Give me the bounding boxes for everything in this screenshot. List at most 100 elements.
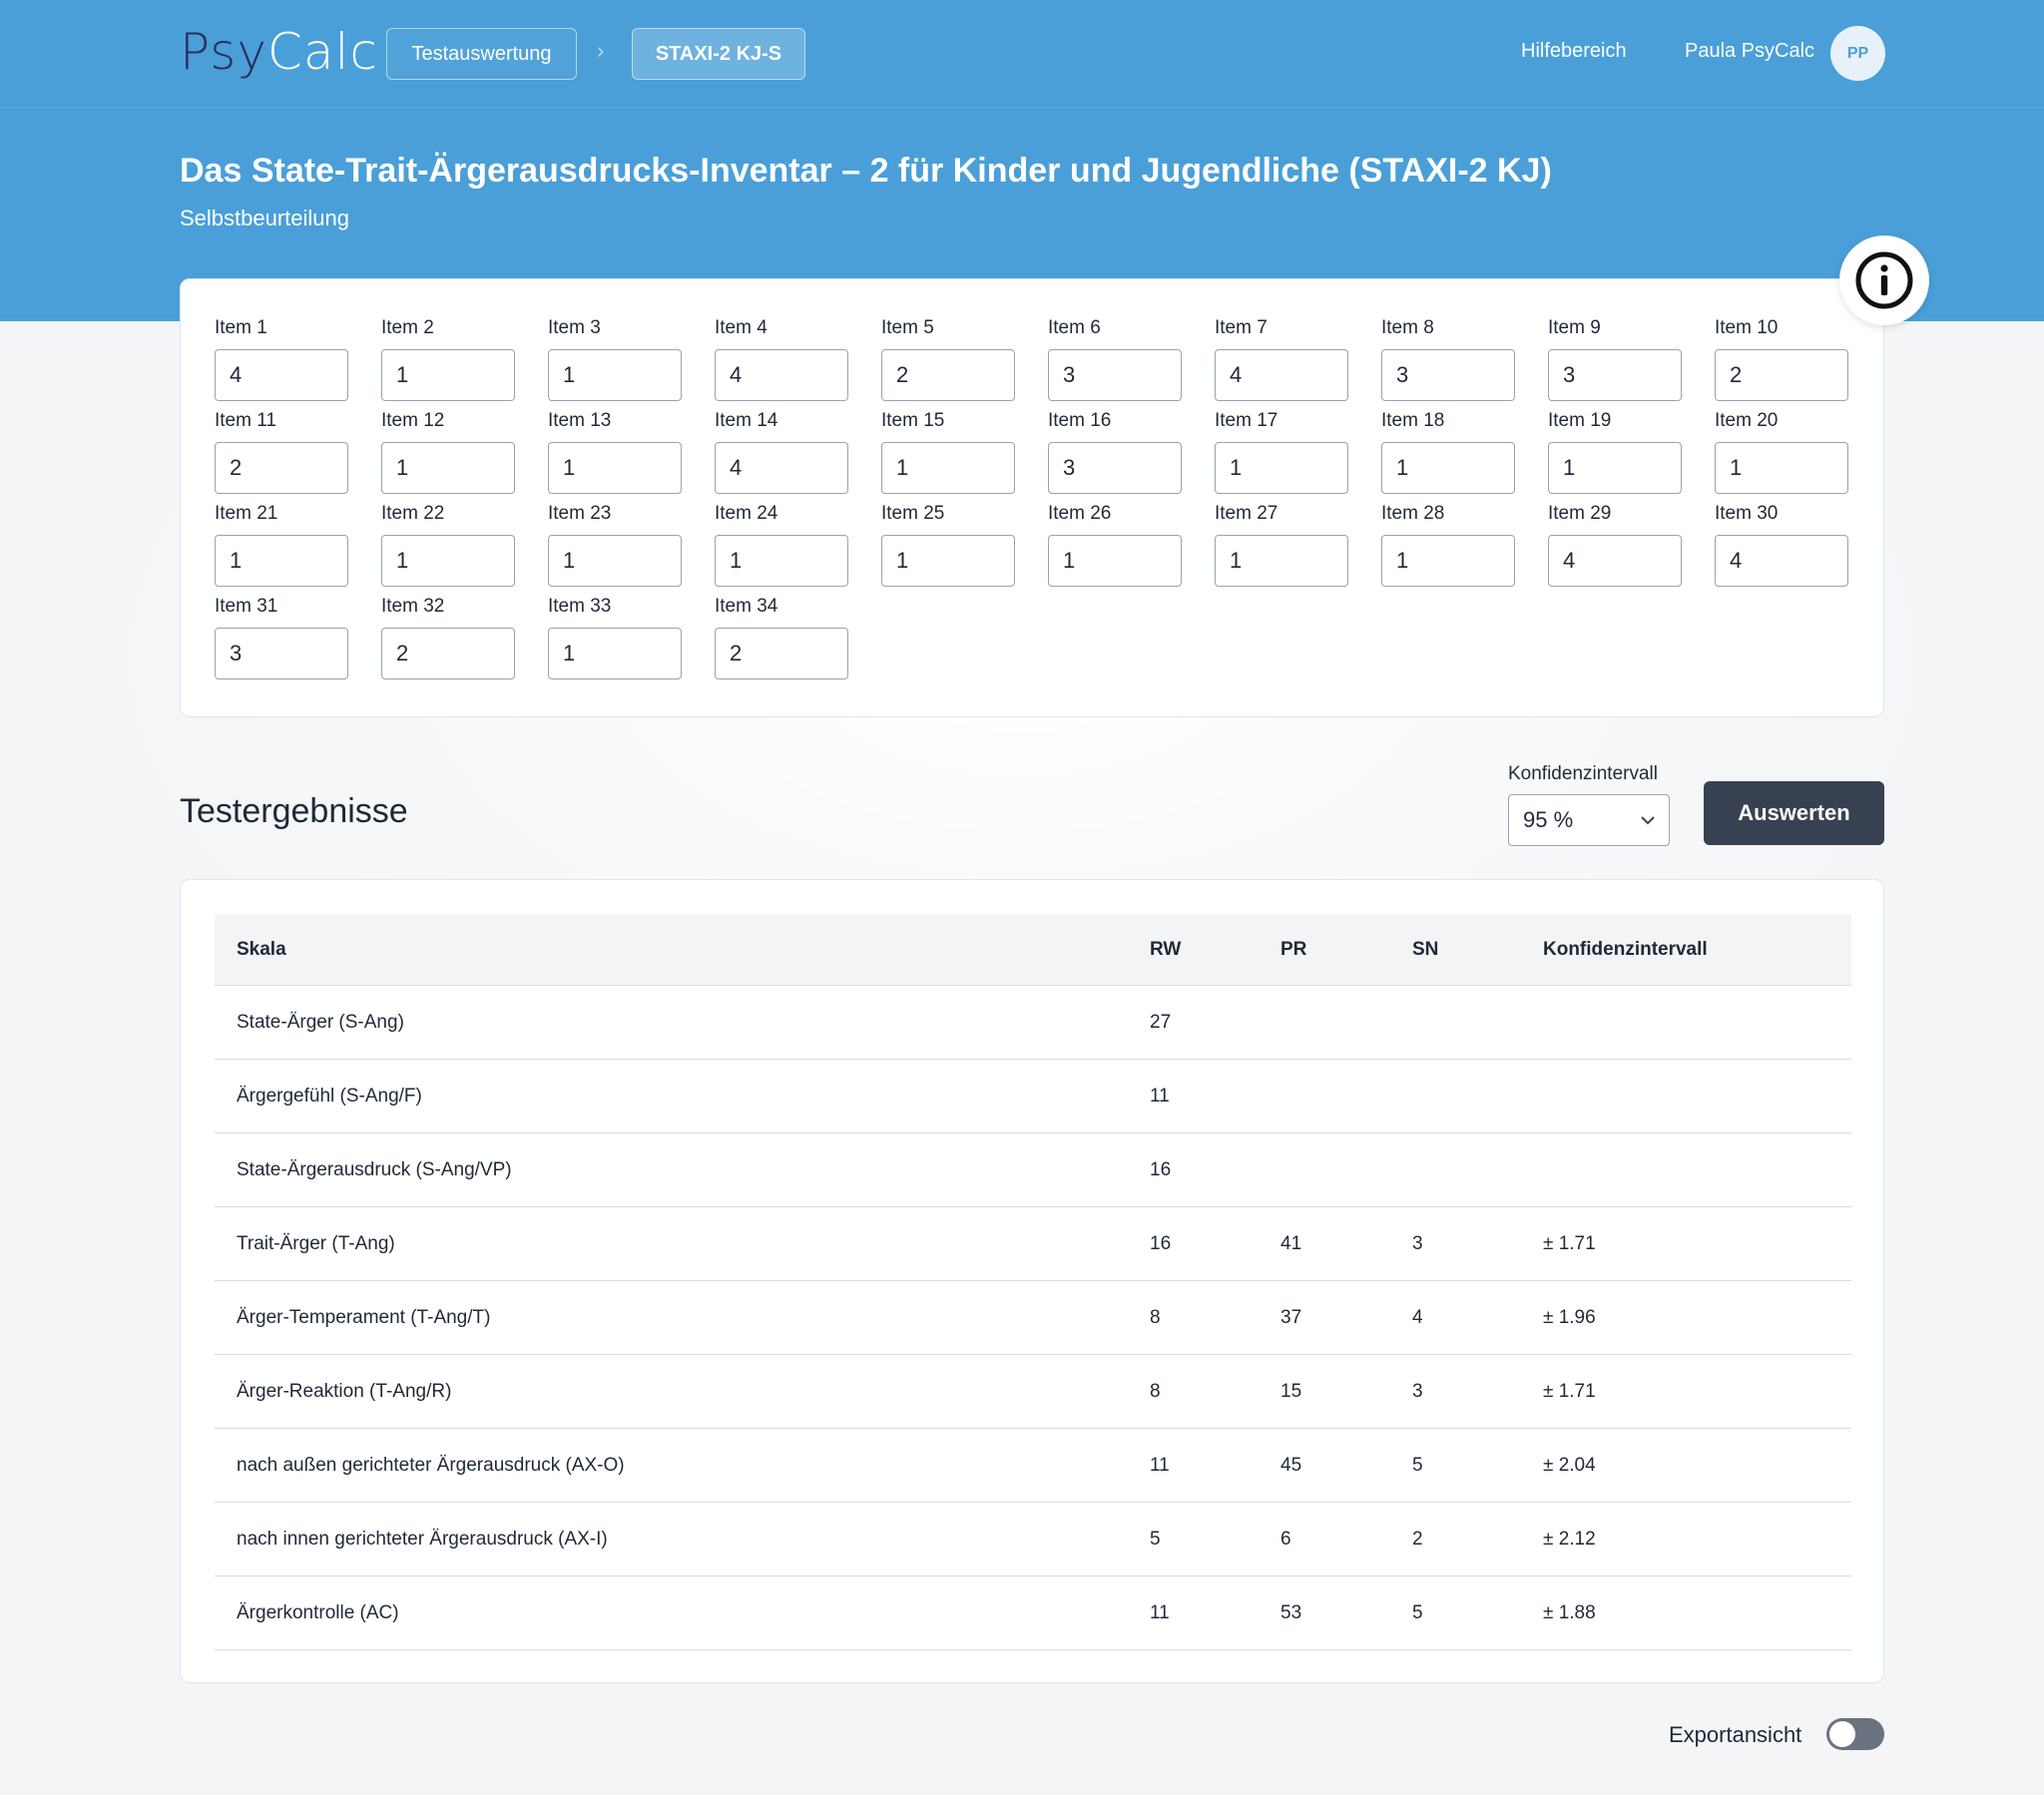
cell-rw: 16 xyxy=(1150,1233,1172,1254)
item-input[interactable]: 4 xyxy=(715,442,848,494)
cell-rw: 16 xyxy=(1150,1159,1172,1180)
item-label: Item 30 xyxy=(1715,503,1779,524)
item-input[interactable]: 2 xyxy=(881,349,1015,401)
item-label: Item 9 xyxy=(1548,317,1601,338)
cell-rw: 27 xyxy=(1150,1012,1172,1033)
item-field: Item 13 1 xyxy=(548,408,682,494)
cell-sn: 4 xyxy=(1412,1307,1423,1328)
item-label: Item 23 xyxy=(548,503,612,524)
item-input[interactable]: 4 xyxy=(1215,349,1348,401)
cell-ki: ± 1.71 xyxy=(1543,1381,1596,1402)
cell-ki: ± 1.71 xyxy=(1543,1233,1596,1254)
cell-ki: ± 1.88 xyxy=(1543,1602,1596,1623)
item-field: Item 22 1 xyxy=(381,501,515,587)
cell-pr: 6 xyxy=(1280,1529,1291,1550)
item-field: Item 23 1 xyxy=(548,501,682,587)
item-field: Item 28 1 xyxy=(1381,501,1515,587)
item-field: Item 10 2 xyxy=(1715,315,1848,401)
item-input[interactable]: 1 xyxy=(548,349,682,401)
col-sn[interactable]: SN xyxy=(1412,939,1439,960)
item-input[interactable]: 4 xyxy=(1548,535,1682,587)
item-field: Item 8 3 xyxy=(1381,315,1515,401)
col-pr[interactable]: PR xyxy=(1280,939,1307,960)
table-row: nach innen gerichteter Ärgerausdruck (AX… xyxy=(215,1503,1851,1576)
navbar: PsyCalc Testauswertung › STAXI-2 KJ-S Hi… xyxy=(0,0,2044,108)
item-input[interactable]: 1 xyxy=(1381,535,1515,587)
item-input[interactable]: 1 xyxy=(881,535,1015,587)
item-input[interactable]: 2 xyxy=(215,442,348,494)
item-label: Item 1 xyxy=(215,317,267,338)
item-field: Item 9 3 xyxy=(1548,315,1682,401)
item-input[interactable]: 2 xyxy=(381,628,515,679)
item-input[interactable]: 1 xyxy=(1381,442,1515,494)
cell-rw: 5 xyxy=(1150,1529,1161,1550)
breadcrumb-testauswertung[interactable]: Testauswertung xyxy=(386,28,577,80)
item-input[interactable]: 2 xyxy=(715,628,848,679)
item-input[interactable]: 1 xyxy=(215,535,348,587)
item-field: Item 1 4 xyxy=(215,315,348,401)
item-label: Item 17 xyxy=(1215,410,1278,431)
item-input[interactable]: 1 xyxy=(548,628,682,679)
item-input[interactable]: 1 xyxy=(381,535,515,587)
item-input[interactable]: 4 xyxy=(715,349,848,401)
cell-rw: 11 xyxy=(1150,1086,1170,1107)
item-input[interactable]: 1 xyxy=(881,442,1015,494)
item-field: Item 24 1 xyxy=(715,501,848,587)
item-field: Item 11 2 xyxy=(215,408,348,494)
evaluate-button[interactable]: Auswerten xyxy=(1704,781,1884,845)
user-name[interactable]: Paula PsyCalc xyxy=(1685,40,1815,62)
table-row: Trait-Ärger (T-Ang) 16 41 3 ± 1.71 xyxy=(215,1207,1851,1281)
results-heading: Testergebnisse xyxy=(180,792,408,830)
item-input[interactable]: 1 xyxy=(381,349,515,401)
table-row: State-Ärgerausdruck (S-Ang/VP) 16 xyxy=(215,1133,1851,1207)
col-skala[interactable]: Skala xyxy=(237,939,286,960)
item-field: Item 4 4 xyxy=(715,315,848,401)
info-button[interactable] xyxy=(1839,235,1929,325)
item-input[interactable]: 1 xyxy=(715,535,848,587)
cell-pr: 41 xyxy=(1280,1233,1302,1254)
cell-skala: nach außen gerichteter Ärgerausdruck (AX… xyxy=(237,1455,625,1476)
cell-sn: 2 xyxy=(1412,1529,1423,1550)
cell-skala: Trait-Ärger (T-Ang) xyxy=(237,1233,395,1254)
item-field: Item 20 1 xyxy=(1715,408,1848,494)
col-rw[interactable]: RW xyxy=(1150,939,1182,960)
item-input[interactable]: 1 xyxy=(381,442,515,494)
item-input[interactable]: 1 xyxy=(1048,535,1182,587)
item-input[interactable]: 3 xyxy=(1548,349,1682,401)
help-link[interactable]: Hilfebereich xyxy=(1521,40,1627,62)
results-table: Skala RW PR SN Konfidenzintervall State-… xyxy=(215,914,1851,1650)
item-input[interactable]: 3 xyxy=(1048,349,1182,401)
item-field: Item 34 2 xyxy=(715,594,848,679)
item-input[interactable]: 1 xyxy=(548,535,682,587)
ci-select[interactable]: 95 % xyxy=(1508,794,1670,846)
results-card: Skala RW PR SN Konfidenzintervall State-… xyxy=(180,879,1884,1683)
info-circle-icon xyxy=(1855,251,1913,309)
item-field: Item 7 4 xyxy=(1215,315,1348,401)
item-label: Item 25 xyxy=(881,503,945,524)
item-input[interactable]: 1 xyxy=(1715,442,1848,494)
avatar[interactable]: PP xyxy=(1830,26,1885,81)
item-input[interactable]: 3 xyxy=(1381,349,1515,401)
item-input[interactable]: 1 xyxy=(1548,442,1682,494)
item-input[interactable]: 2 xyxy=(1715,349,1848,401)
item-input[interactable]: 4 xyxy=(1715,535,1848,587)
item-label: Item 19 xyxy=(1548,410,1612,431)
item-field: Item 32 2 xyxy=(381,594,515,679)
col-konfidenzintervall[interactable]: Konfidenzintervall xyxy=(1543,939,1708,960)
page-subtitle: Selbstbeurteilung xyxy=(180,206,350,230)
psycalc-logo[interactable]: PsyCalc xyxy=(180,23,378,81)
item-input[interactable]: 3 xyxy=(215,628,348,679)
item-input[interactable]: 1 xyxy=(1215,535,1348,587)
item-input[interactable]: 3 xyxy=(1048,442,1182,494)
item-input[interactable]: 1 xyxy=(1215,442,1348,494)
ci-label: Konfidenzintervall xyxy=(1508,763,1658,784)
table-header: Skala RW PR SN Konfidenzintervall xyxy=(215,914,1851,986)
item-label: Item 34 xyxy=(715,596,778,617)
cell-skala: State-Ärgerausdruck (S-Ang/VP) xyxy=(237,1159,512,1180)
table-row: Ärgerkontrolle (AC) 11 53 5 ± 1.88 xyxy=(215,1576,1851,1650)
breadcrumb-current-test[interactable]: STAXI-2 KJ-S xyxy=(632,28,805,80)
export-toggle[interactable] xyxy=(1826,1718,1884,1750)
item-input[interactable]: 4 xyxy=(215,349,348,401)
item-input[interactable]: 1 xyxy=(548,442,682,494)
table-row: Ärgergefühl (S-Ang/F) 11 xyxy=(215,1060,1851,1133)
